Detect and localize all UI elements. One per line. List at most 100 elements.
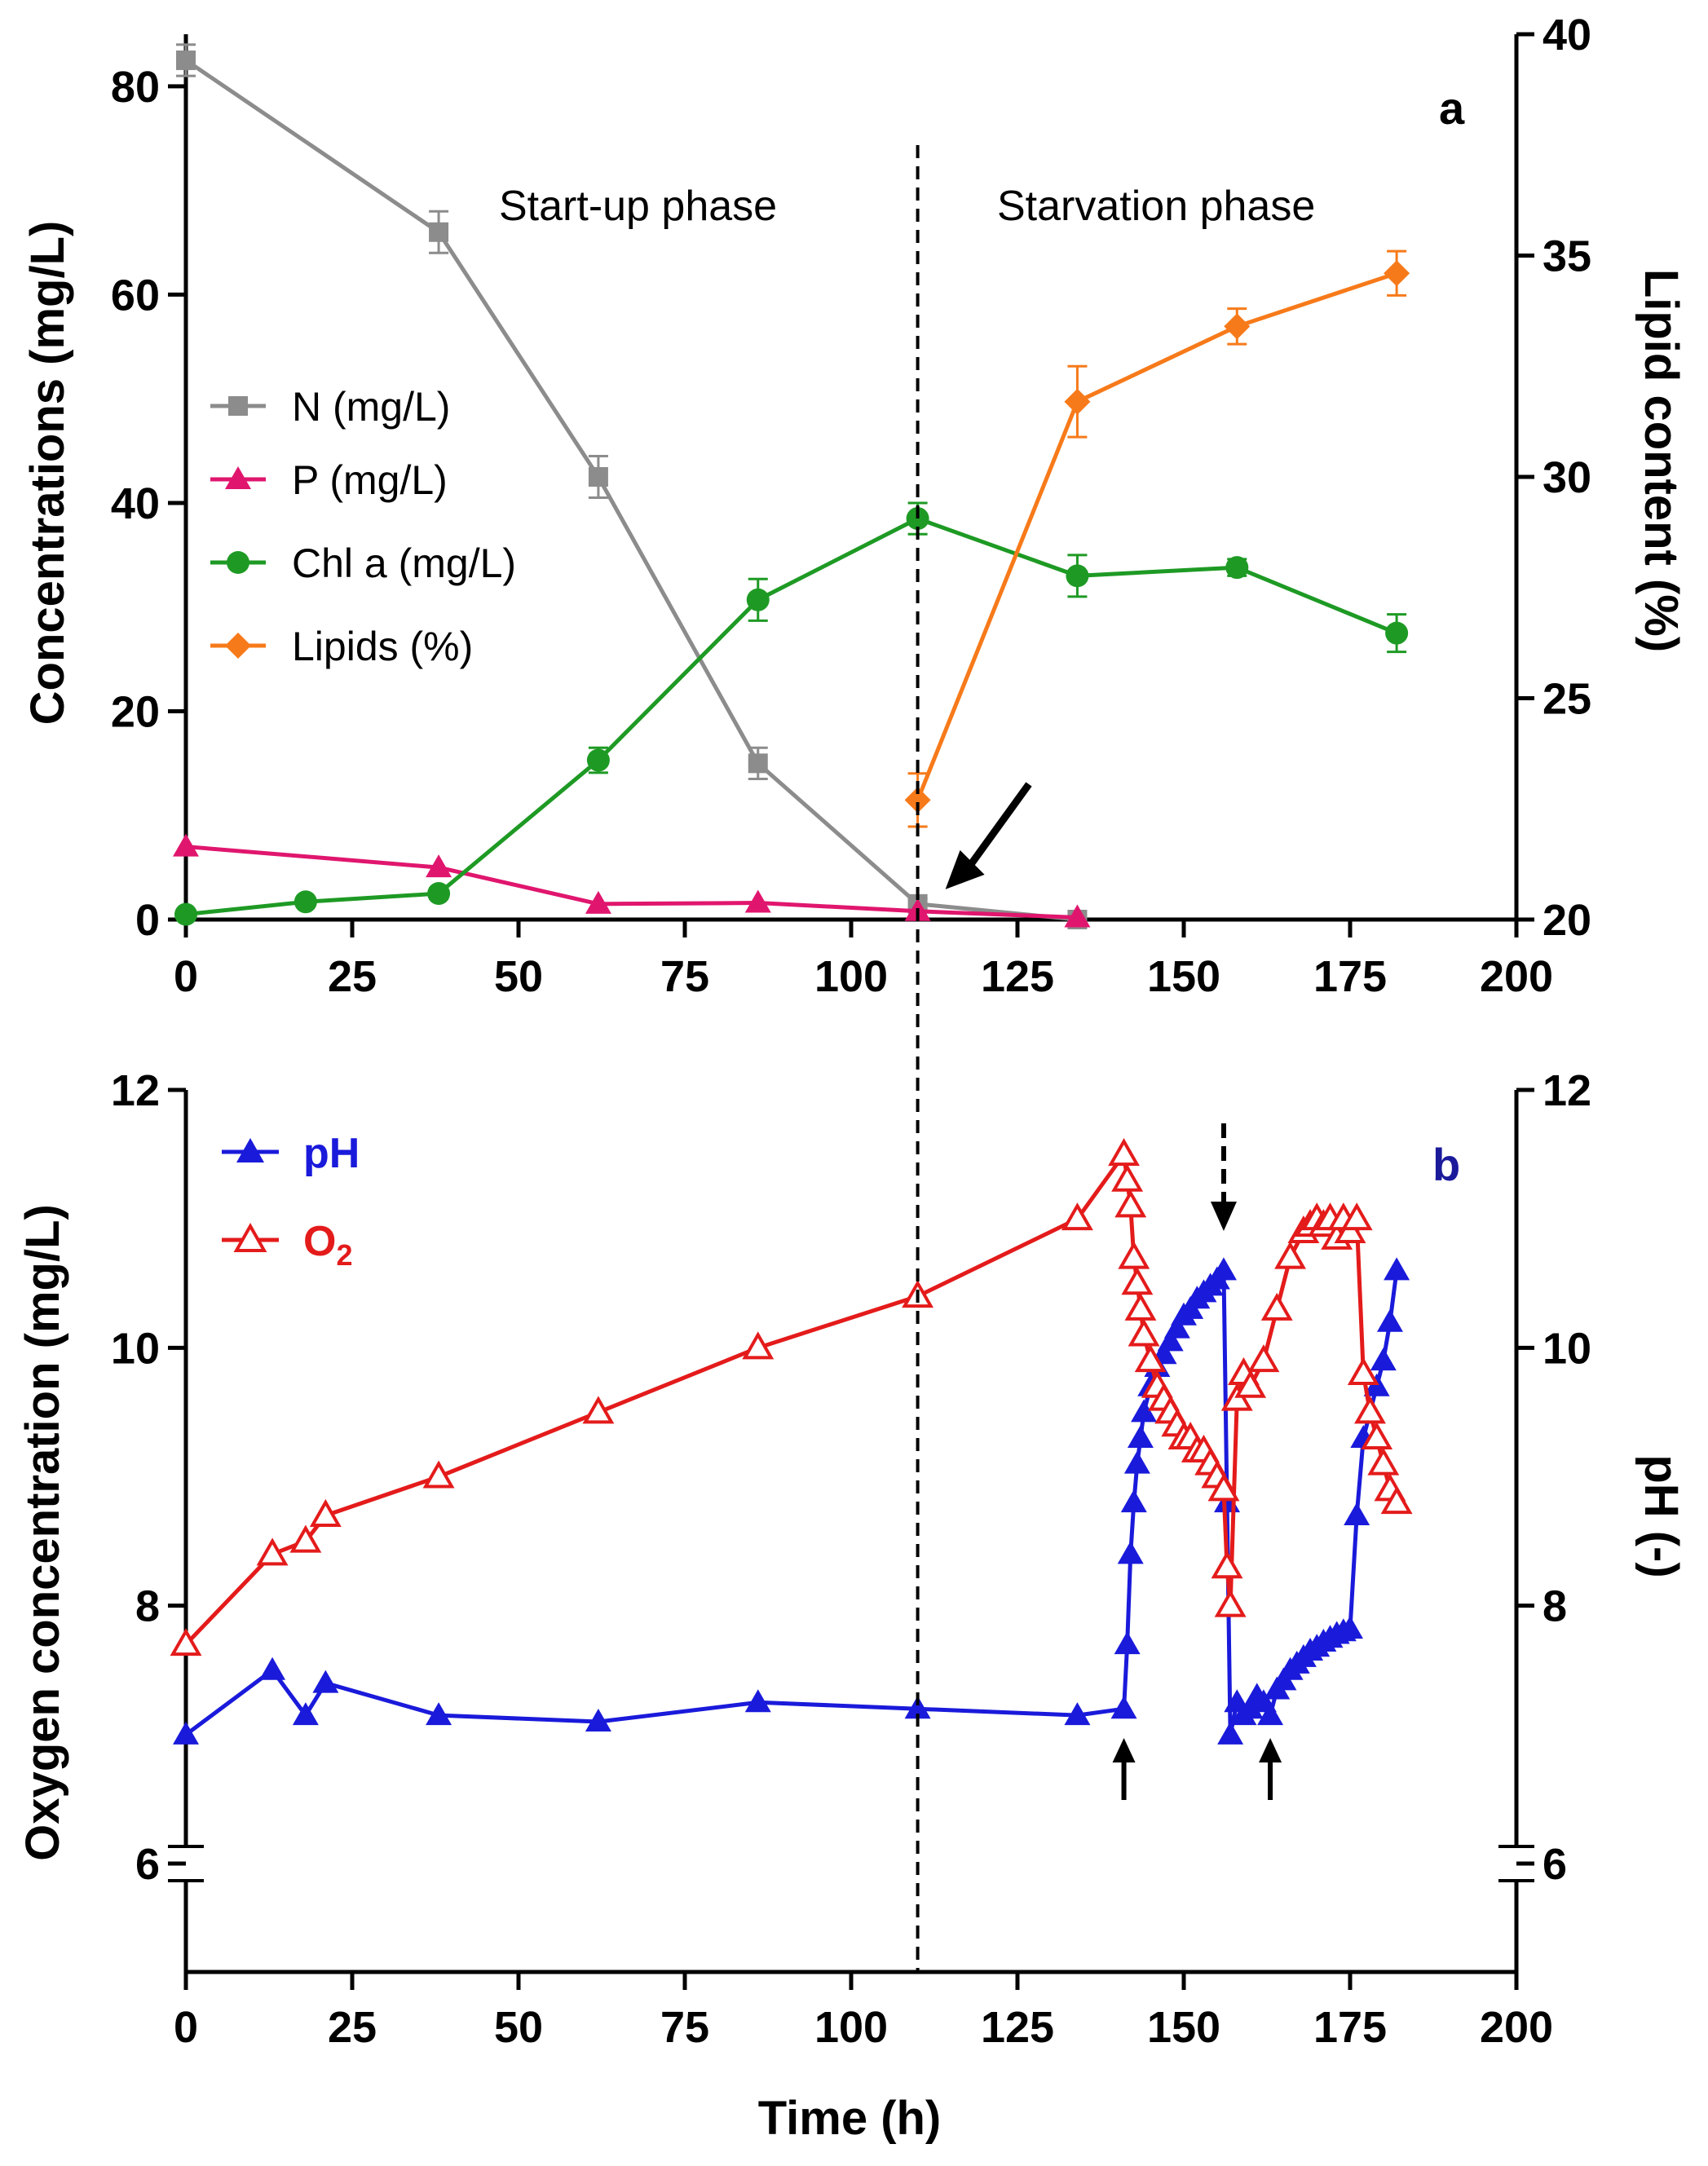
series-line-a [185,845,1078,920]
data-point-b [1214,1589,1247,1617]
data-point-b [1237,1696,1264,1719]
data-point-b [1376,1308,1403,1332]
data-point-b [1347,1357,1379,1385]
data-point-b [256,1537,289,1566]
data-point-a [176,50,196,70]
series-line-b [184,1152,1399,1646]
data-point-a [748,753,768,774]
x-tick-label-b: 100 [814,2003,888,2052]
legend-p-label: P (mg/L) [292,457,448,503]
y-tick-label-b: 10 [111,1324,160,1373]
data-point-b [1211,1551,1243,1579]
legend-o2-marker [233,1222,267,1252]
panel-b-label: b [1432,1139,1460,1190]
up-arrow-163-head [1259,1738,1282,1762]
data-point-b [904,1696,931,1719]
data-point-a [1225,556,1249,580]
x-axis-label: Time (h) [758,2092,942,2145]
panel-a: 0 25 50 75 100 125 150 175 200 0 20 40 60 80 20 25 30 35 4… [111,11,1591,1001]
data-point-a [174,902,197,926]
y2-tick-label-a: 40 [1542,11,1591,60]
data-point-b [1061,1202,1093,1231]
x-tick-label-a: 200 [1480,952,1553,1001]
legend-lipid-label: Lipids (%) [292,624,473,669]
data-point-b [1384,1257,1410,1281]
depletion-arrow-shaft [964,782,1032,871]
data-point-b [582,1396,615,1424]
legend-ph-label: pH [303,1130,360,1177]
legend-n-label: N (mg/L) [292,384,450,430]
x-tick-label-b: 200 [1480,2003,1553,2052]
legend-b: pH O2 [222,1130,360,1272]
legend-n-marker [228,396,248,416]
data-point-a [588,467,608,487]
x-tick-label-b: 75 [660,2003,709,2052]
x-tick-label-a: 100 [814,952,888,1001]
data-point-b [1367,1447,1400,1476]
data-point-a [1385,621,1409,645]
data-point-b [742,1331,775,1360]
y2-axis-label-a: Lipid content (%) [1635,269,1688,652]
x-tick-label-b: 150 [1147,2003,1220,2052]
x-tick-label-a: 0 [174,952,198,1001]
x-tick-label-a: 175 [1313,952,1387,1001]
data-point-b [1370,1348,1397,1371]
y2-tick-label-a: 30 [1542,453,1591,502]
panel-b: 0 25 50 75 100 125 150 175 200 6 8 10 12 6 8 10 12 [111,1066,1591,2052]
x-tick-label-a: 50 [494,952,543,1001]
data-point-b [1247,1344,1280,1373]
y2-axis-label-b: pH (-) [1635,1454,1688,1577]
legend-o2-subscript: 2 [336,1238,352,1272]
data-point-b [1111,1163,1144,1192]
legend-chl-marker [227,551,249,574]
y2-tick-label-b: 6 [1542,1840,1567,1889]
data-point-a [746,588,770,611]
up-arrow-141-head [1112,1738,1136,1762]
data-point-b [1118,1241,1150,1269]
data-point-b [1117,1541,1144,1564]
data-point-b [1217,1721,1244,1745]
x-tick-label-b: 50 [494,2003,543,2052]
data-point-b [1234,1370,1267,1398]
y-axis-label-b: Oxygen concentration (mg/L) [16,1204,69,1861]
data-point-b [1260,1292,1293,1321]
data-point-b [1120,1489,1147,1513]
data-point-a [586,748,610,772]
data-point-b [1134,1344,1167,1373]
legend-o2-text: O [303,1218,336,1265]
y2-tick-label-b: 10 [1542,1324,1591,1373]
data-point-b [1274,1241,1307,1269]
legend-o2-label: O2 [303,1218,352,1272]
series-line-a [916,271,1397,801]
depletion-arrow-head [945,849,985,889]
data-point-b [1207,1473,1240,1502]
x-tick-label-a: 125 [981,952,1054,1001]
data-point-b [1128,1318,1160,1347]
data-point-b [1257,1702,1284,1726]
y-tick-label-a: 80 [111,63,160,112]
y2-tick-label-a: 35 [1542,232,1591,281]
y2-tick-label-a: 20 [1542,896,1591,945]
data-point-b [1108,1138,1141,1167]
series-line-a [184,58,1078,922]
data-point-b [173,1721,199,1745]
legend-lipid-marker [225,633,251,659]
y-tick-label-a: 0 [135,896,160,945]
x-tick-label-a: 25 [328,952,377,1001]
data-point-a [1384,260,1410,287]
data-point-b [1163,1315,1190,1339]
legend-a: N (mg/L) P (mg/L) Chl a (mg/L) Lipids (%… [210,384,516,669]
data-point-b [1354,1396,1386,1424]
data-point-b [1344,1502,1370,1525]
data-point-a [293,890,317,914]
data-point-b [1337,1616,1363,1639]
y-tick-label-a: 40 [111,479,160,528]
data-point-b [1361,1422,1393,1450]
legend-ph-marker [236,1138,264,1162]
data-point-a [429,222,449,242]
data-point-b [1124,1292,1157,1321]
x-tick-label-b: 175 [1313,2003,1387,2052]
data-point-a [1064,904,1091,928]
data-point-b [1127,1425,1154,1449]
